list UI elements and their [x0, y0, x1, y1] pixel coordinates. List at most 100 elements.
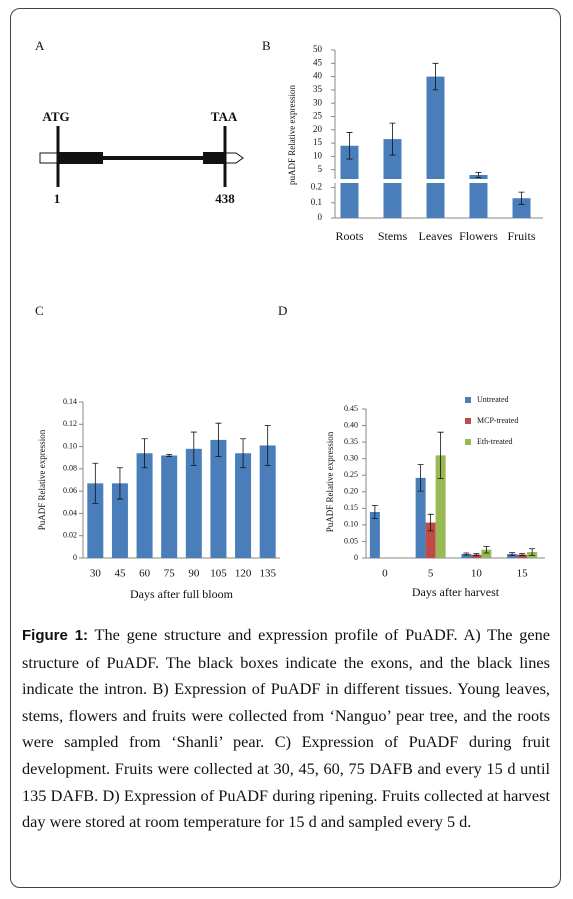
y-tick-label: 0.14	[63, 397, 77, 406]
error-bar	[240, 438, 247, 469]
x-tick-label: 0	[382, 568, 388, 580]
x-tick-label: 105	[210, 568, 227, 580]
y-tick-label: 0.1	[311, 197, 322, 207]
stop-codon: TAA	[211, 109, 238, 124]
bar	[512, 198, 531, 218]
bar	[235, 453, 252, 558]
y-axis-label: PuADF Relative expression	[37, 429, 47, 530]
axis-break	[329, 179, 543, 183]
caption: Figure 1: The gene structure and express…	[22, 622, 550, 836]
y-tick-label: 0.06	[63, 486, 77, 495]
bar	[161, 455, 178, 558]
y-axis-label: puADF Relative expression	[287, 85, 297, 185]
error-bar	[463, 552, 470, 556]
y-tick-label: 0.25	[344, 470, 358, 479]
bar	[383, 139, 402, 218]
bar	[507, 554, 518, 558]
y-tick-label: 0.05	[344, 536, 358, 545]
bar	[111, 483, 128, 558]
figure-frame	[10, 8, 561, 888]
legend-swatch	[465, 397, 471, 403]
y-tick-label: 0.12	[63, 419, 77, 428]
legend-swatch	[465, 439, 471, 445]
x-tick-label: 45	[114, 568, 126, 580]
error-bar	[166, 453, 173, 457]
error-bar	[389, 122, 396, 156]
error-bar	[518, 191, 525, 205]
y-tick-label: 5	[318, 164, 323, 174]
y-axis-label: PuADF Relative expression	[325, 431, 335, 532]
bar	[426, 76, 445, 219]
y-tick-label: 30	[313, 97, 323, 107]
y-tick-label: 0.04	[63, 508, 77, 517]
legend-label: Eth-treated	[477, 437, 513, 446]
bar	[415, 477, 426, 558]
start-position: 1	[54, 191, 61, 206]
error-bar	[519, 553, 526, 557]
x-tick-label: 135	[259, 568, 276, 580]
y-tick-label: 35	[313, 84, 323, 94]
bar	[481, 549, 492, 558]
legend-label: MCP-treated	[477, 416, 518, 425]
x-tick-label: 30	[90, 568, 102, 580]
y-tick-label: 0.10	[344, 520, 358, 529]
y-tick-label: 20	[313, 124, 323, 134]
x-tick-label: 10	[471, 568, 483, 580]
error-bar	[264, 425, 271, 466]
y-tick-label: 0	[354, 553, 358, 562]
legend-label: Untreated	[477, 395, 509, 404]
x-tick-label: 90	[188, 568, 200, 580]
bar	[517, 554, 528, 558]
exon	[58, 152, 103, 164]
y-tick-label: 0.2	[311, 182, 322, 192]
error-bar	[432, 62, 439, 91]
y-tick-label: 15	[313, 137, 323, 147]
panel-label: A	[35, 38, 45, 53]
bar	[136, 453, 153, 558]
x-tick-label: 120	[235, 568, 252, 580]
error-bar	[92, 462, 99, 504]
error-bar	[475, 171, 482, 179]
bar	[369, 511, 380, 558]
figure: A ATG TAA 1 438 B00.10.25101520253035404…	[35, 38, 545, 601]
legend-swatch	[465, 418, 471, 424]
y-tick-label: 0.45	[344, 404, 358, 413]
panel-label: B	[262, 38, 271, 53]
bar	[185, 448, 202, 558]
x-tick-label: Fruits	[507, 229, 535, 243]
error-bar	[417, 464, 424, 492]
y-tick-label: 0.40	[344, 420, 358, 429]
error-bar	[141, 438, 148, 469]
error-bar	[483, 546, 490, 554]
error-bar	[473, 553, 480, 557]
bar	[425, 522, 436, 558]
utr-3	[224, 152, 244, 164]
x-tick-label: 75	[164, 568, 176, 580]
y-tick-label: 50	[313, 44, 323, 54]
y-tick-label: 0.02	[63, 531, 77, 540]
panel-label: D	[278, 303, 287, 318]
bar	[210, 439, 227, 558]
x-tick-label: 15	[517, 568, 529, 580]
y-tick-label: 45	[313, 57, 323, 67]
error-bar	[427, 513, 434, 532]
bar	[461, 554, 472, 558]
utr-5	[39, 152, 59, 164]
y-tick-label: 0	[73, 553, 77, 562]
error-bar	[116, 467, 123, 500]
y-tick-label: 0.20	[344, 487, 358, 496]
x-axis-label: Days after harvest	[412, 585, 500, 599]
error-bar	[190, 431, 197, 466]
y-tick-label: 0.30	[344, 453, 358, 462]
panel-label: C	[35, 303, 44, 318]
error-bar	[215, 422, 222, 457]
y-tick-label: 0.10	[63, 441, 77, 450]
error-bar	[371, 504, 378, 519]
y-tick-label: 40	[313, 71, 323, 81]
y-tick-label: 25	[313, 111, 323, 121]
caption-text: The gene structure and expression profil…	[22, 625, 550, 832]
error-bar	[437, 431, 444, 479]
y-tick-label: 10	[313, 150, 323, 160]
y-tick-label: 0	[318, 212, 323, 222]
